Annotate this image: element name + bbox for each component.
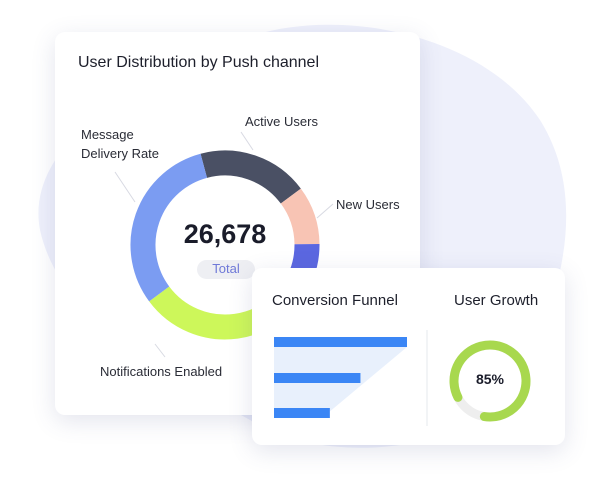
label-message-delivery-rate: Message Delivery Rate xyxy=(81,125,159,163)
total-badge xyxy=(197,260,255,279)
label-line: Delivery Rate xyxy=(81,146,160,161)
funnel-title: Conversion Funnel xyxy=(272,292,398,309)
card-title: User Distribution by Push channel xyxy=(78,54,320,71)
funnel-chart xyxy=(274,330,531,426)
donut-segment-0 xyxy=(200,150,301,204)
funnel-bar xyxy=(274,337,407,347)
label-notifications-enabled: Notifications Enabled xyxy=(100,364,223,379)
label-new-users: New Users xyxy=(336,197,400,212)
leader-line-active xyxy=(240,131,254,151)
funnel-bar xyxy=(274,373,361,383)
leader-line-new xyxy=(316,203,334,219)
donut-segment-1 xyxy=(280,188,320,245)
growth-value: 85% xyxy=(475,371,505,387)
label-active-users: Active Users xyxy=(245,114,318,129)
donut-segment-4 xyxy=(130,153,208,302)
label-line: Message xyxy=(81,127,134,142)
total-value: 26,678 xyxy=(183,219,267,249)
leader-line-message xyxy=(114,171,136,203)
leader-line-notifications xyxy=(154,343,166,358)
gauge-progress xyxy=(449,340,531,422)
funnel-bar xyxy=(274,408,330,418)
funnel-growth-card: Conversion Funnel User Growth 85% xyxy=(252,268,565,445)
growth-title: User Growth xyxy=(454,292,539,309)
total-label: Total xyxy=(212,261,240,276)
